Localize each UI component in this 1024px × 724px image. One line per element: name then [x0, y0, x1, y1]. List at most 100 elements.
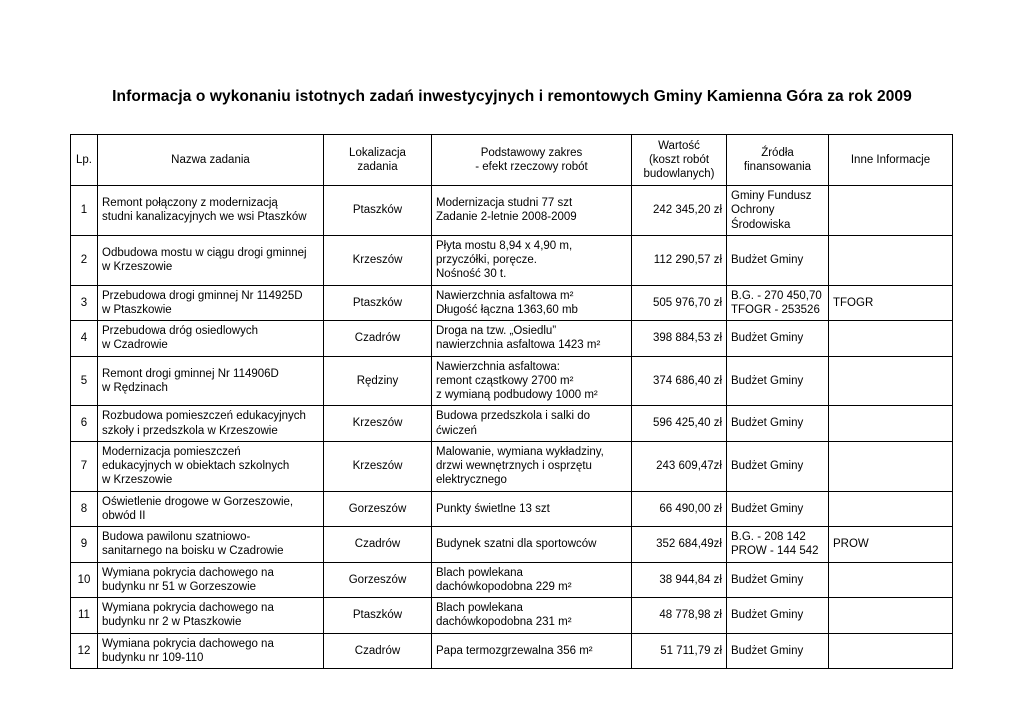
cell-inne-informacje — [828, 632, 953, 669]
cell-podstawowy-zakres: Modernizacja studni 77 szt Zadanie 2-let… — [431, 185, 632, 236]
cell-inne-informacje — [828, 490, 953, 527]
cell-zrodla-finansowania: B.G. - 208 142 PROW - 144 542 — [726, 526, 829, 563]
cell-lp: 6 — [70, 405, 98, 442]
cell-zrodla-finansowania: Budżet Gminy — [726, 440, 829, 492]
cell-inne-informacje: TFOGR — [828, 284, 953, 321]
cell-zrodla-finansowania: Budżet Gminy — [726, 355, 829, 407]
cell-lp: 8 — [70, 490, 98, 527]
cell-wartosc: 374 686,40 zł — [631, 355, 727, 407]
cell-lp: 3 — [70, 284, 98, 321]
cell-nazwa-zadania: Wymiana pokrycia dachowego na budynku nr… — [97, 597, 324, 634]
table-row: 3 Przebudowa drogi gminnej Nr 114925D w P… — [70, 284, 953, 321]
cell-zrodla-finansowania: Budżet Gminy — [726, 234, 829, 286]
cell-wartosc: 48 778,98 zł — [631, 597, 727, 634]
cell-lp: 5 — [70, 355, 98, 407]
cell-nazwa-zadania: Oświetlenie drogowe w Gorzeszowie, obwód… — [97, 490, 324, 527]
table-row: 4 Przebudowa dróg osiedlowych w Czadrowie… — [70, 320, 953, 357]
cell-inne-informacje — [828, 320, 953, 357]
table-body: 1 Remont połączony z modernizacją studni … — [70, 185, 953, 669]
cell-wartosc: 596 425,40 zł — [631, 405, 727, 442]
cell-podstawowy-zakres: Budowa przedszkola i salki do ćwiczeń — [431, 405, 632, 442]
column-header-lokalizacja: Lokalizacja zadania — [323, 134, 432, 186]
table-row: 7 Modernizacja pomieszczeń edukacyjnych w… — [70, 440, 953, 492]
cell-podstawowy-zakres: Budynek szatni dla sportowców — [431, 526, 632, 563]
cell-nazwa-zadania: Remont połączony z modernizacją studni k… — [97, 185, 324, 236]
cell-wartosc: 242 345,20 zł — [631, 185, 727, 236]
cell-lokalizacja: Czadrów — [323, 320, 432, 357]
cell-zrodla-finansowania: Budżet Gminy — [726, 405, 829, 442]
cell-inne-informacje — [828, 561, 953, 598]
cell-zrodla-finansowania: Budżet Gminy — [726, 561, 829, 598]
cell-lp: 10 — [70, 561, 98, 598]
cell-inne-informacje — [828, 597, 953, 634]
cell-lp: 1 — [70, 185, 98, 236]
table-row: 9 Budowa pawilonu szatniowo- sanitarnego … — [70, 526, 953, 563]
cell-lokalizacja: Ptaszków — [323, 284, 432, 321]
cell-lp: 9 — [70, 526, 98, 563]
cell-inne-informacje — [828, 355, 953, 407]
cell-nazwa-zadania: Odbudowa mostu w ciągu drogi gminnej w K… — [97, 234, 324, 286]
cell-wartosc: 398 884,53 zł — [631, 320, 727, 357]
investment-tasks-table: Lp. Nazwa zadania Lokalizacja zadania Po… — [70, 134, 953, 669]
cell-zrodla-finansowania: Budżet Gminy — [726, 490, 829, 527]
cell-inne-informacje: PROW — [828, 526, 953, 563]
cell-inne-informacje — [828, 440, 953, 492]
cell-zrodla-finansowania: Gminy Fundusz Ochrony Środowiska — [726, 185, 829, 236]
column-header-podstawowy-zakres: Podstawowy zakres - efekt rzeczowy robót — [431, 134, 632, 186]
cell-inne-informacje — [828, 234, 953, 286]
cell-lokalizacja: Ptaszków — [323, 185, 432, 236]
cell-lp: 11 — [70, 597, 98, 634]
cell-wartosc: 505 976,70 zł — [631, 284, 727, 321]
table-row: 10 Wymiana pokrycia dachowego na budynku … — [70, 561, 953, 598]
cell-nazwa-zadania: Wymiana pokrycia dachowego na budynku nr… — [97, 632, 324, 669]
cell-wartosc: 66 490,00 zł — [631, 490, 727, 527]
cell-nazwa-zadania: Modernizacja pomieszczeń edukacyjnych w … — [97, 440, 324, 492]
table-row: 11 Wymiana pokrycia dachowego na budynku … — [70, 597, 953, 634]
cell-wartosc: 112 290,57 zł — [631, 234, 727, 286]
cell-lokalizacja: Czadrów — [323, 526, 432, 563]
cell-nazwa-zadania: Rozbudowa pomieszczeń edukacyjnych szkoł… — [97, 405, 324, 442]
header-row: Lp. Nazwa zadania Lokalizacja zadania Po… — [70, 134, 953, 186]
cell-zrodla-finansowania: Budżet Gminy — [726, 597, 829, 634]
cell-podstawowy-zakres: Blach powlekana dachówkopodobna 231 m² — [431, 597, 632, 634]
cell-nazwa-zadania: Przebudowa dróg osiedlowych w Czadrowie — [97, 320, 324, 357]
cell-lokalizacja: Krzeszów — [323, 440, 432, 492]
cell-nazwa-zadania: Remont drogi gminnej Nr 114906D w Rędzin… — [97, 355, 324, 407]
cell-lokalizacja: Krzeszów — [323, 234, 432, 286]
cell-podstawowy-zakres: Papa termozgrzewalna 356 m² — [431, 632, 632, 669]
cell-zrodla-finansowania: Budżet Gminy — [726, 632, 829, 669]
cell-lokalizacja: Czadrów — [323, 632, 432, 669]
cell-podstawowy-zakres: Nawierzchnia asfaltowa: remont cząstkowy… — [431, 355, 632, 407]
cell-podstawowy-zakres: Punkty świetlne 13 szt — [431, 490, 632, 527]
table-row: 2 Odbudowa mostu w ciągu drogi gminnej w … — [70, 234, 953, 286]
table-row: 5 Remont drogi gminnej Nr 114906D w Rędzi… — [70, 355, 953, 407]
column-header-wartosc: Wartość (koszt robót budowlanych) — [631, 134, 727, 186]
cell-lp: 12 — [70, 632, 98, 669]
cell-podstawowy-zakres: Płyta mostu 8,94 x 4,90 m, przyczółki, p… — [431, 234, 632, 286]
cell-podstawowy-zakres: Malowanie, wymiana wykładziny, drzwi wew… — [431, 440, 632, 492]
cell-lokalizacja: Gorzeszów — [323, 561, 432, 598]
cell-podstawowy-zakres: Droga na tzw. „Osiedlu” nawierzchnia asf… — [431, 320, 632, 357]
column-header-zrodla-finansowania: Źródła finansowania — [726, 134, 829, 186]
table-row: 1 Remont połączony z modernizacją studni … — [70, 185, 953, 236]
column-header-lp: Lp. — [70, 134, 98, 186]
cell-lp: 7 — [70, 440, 98, 492]
cell-lokalizacja: Krzeszów — [323, 405, 432, 442]
cell-zrodla-finansowania: B.G. - 270 450,70 TFOGR - 253526 — [726, 284, 829, 321]
cell-inne-informacje — [828, 185, 953, 236]
cell-lp: 2 — [70, 234, 98, 286]
table-row: 12 Wymiana pokrycia dachowego na budynku … — [70, 632, 953, 669]
cell-nazwa-zadania: Wymiana pokrycia dachowego na budynku nr… — [97, 561, 324, 598]
table-header: Lp. Nazwa zadania Lokalizacja zadania Po… — [70, 134, 953, 186]
cell-podstawowy-zakres: Blach powlekana dachówkopodobna 229 m² — [431, 561, 632, 598]
cell-wartosc: 38 944,84 zł — [631, 561, 727, 598]
table-row: 6 Rozbudowa pomieszczeń edukacyjnych szko… — [70, 405, 953, 442]
table-row: 8 Oświetlenie drogowe w Gorzeszowie, obwó… — [70, 490, 953, 527]
cell-wartosc: 243 609,47zł — [631, 440, 727, 492]
cell-zrodla-finansowania: Budżet Gminy — [726, 320, 829, 357]
cell-lp: 4 — [70, 320, 98, 357]
cell-nazwa-zadania: Budowa pawilonu szatniowo- sanitarnego n… — [97, 526, 324, 563]
page-title: Informacja o wykonaniu istotnych zadań i… — [112, 88, 912, 105]
cell-wartosc: 352 684,49zł — [631, 526, 727, 563]
